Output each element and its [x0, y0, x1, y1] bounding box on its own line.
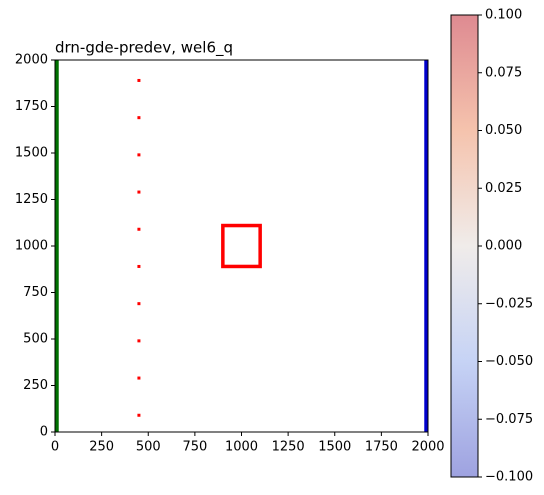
y-tick-label: 1000	[15, 239, 48, 254]
colorbar-tick-label: −0.075	[485, 412, 533, 427]
colorbar	[450, 14, 479, 478]
colorbar-tick-label: 0.050	[485, 123, 522, 138]
x-tick-label: 1500	[318, 440, 351, 455]
point	[137, 264, 141, 268]
x-tick-label: 1000	[225, 440, 258, 455]
point	[137, 153, 141, 157]
colorbar-tick-label: −0.100	[485, 470, 533, 485]
x-tick-label: 250	[89, 440, 114, 455]
x-tick-label: 1250	[272, 440, 305, 455]
x-tick-label: 0	[51, 440, 59, 455]
x-tick-label: 1750	[365, 440, 398, 455]
point	[137, 376, 141, 380]
y-tick-label: 750	[23, 285, 48, 300]
x-tick-label: 2000	[411, 440, 444, 455]
point	[137, 190, 141, 194]
y-tick-label: 250	[23, 378, 48, 393]
point	[137, 227, 141, 231]
point	[137, 339, 141, 343]
region	[221, 223, 262, 269]
colorbar-tick-label: −0.050	[485, 354, 533, 369]
y-tick-label: 500	[23, 332, 48, 347]
y-tick-label: 2000	[15, 53, 48, 68]
y-tick-label: 1500	[15, 146, 48, 161]
point	[137, 116, 141, 120]
colorbar-tick-label: 0.100	[485, 8, 522, 23]
y-tick-label: 1250	[15, 192, 48, 207]
y-tick-label: 0	[40, 425, 48, 440]
x-tick-label: 500	[136, 440, 161, 455]
region	[55, 60, 59, 432]
x-tick-label: 750	[182, 440, 207, 455]
point	[137, 78, 141, 82]
colorbar-tick-label: −0.025	[485, 296, 533, 311]
colorbar-tick-label: 0.075	[485, 65, 522, 80]
colorbar-tick-label: 0.025	[485, 181, 522, 196]
chart-title: drn-gde-predev, wel6_q	[55, 39, 233, 58]
point	[137, 302, 141, 306]
region	[424, 60, 428, 432]
point	[137, 413, 141, 417]
y-tick-label: 1750	[15, 99, 48, 114]
plot-frame	[54, 59, 429, 433]
colorbar-tick-label: 0.000	[485, 239, 522, 254]
